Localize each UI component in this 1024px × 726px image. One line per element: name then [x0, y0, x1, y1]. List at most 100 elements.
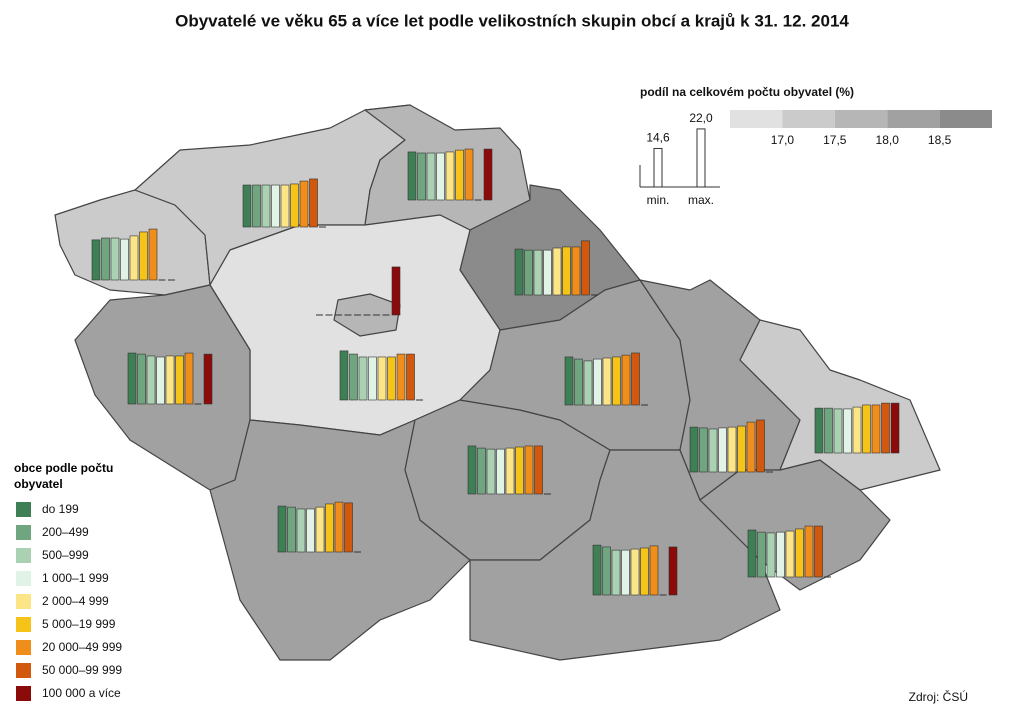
- bar: [708, 428, 718, 473]
- bar: [417, 152, 426, 201]
- bar: [602, 357, 612, 406]
- bar: [612, 356, 621, 406]
- bar: [747, 529, 757, 578]
- bar: [543, 249, 552, 296]
- scale-value-label: 14,6: [646, 131, 670, 145]
- bar: [746, 421, 756, 473]
- bar: [593, 358, 602, 406]
- share-legend-title: podíl na celkovém počtu obyvatel (%): [640, 85, 854, 99]
- bar: [505, 447, 515, 495]
- legend-label: 1 000–1 999: [42, 571, 109, 585]
- scale-label: max.: [688, 193, 714, 207]
- bar: [242, 184, 252, 228]
- bar: [862, 404, 871, 454]
- bar: [689, 426, 699, 473]
- bar: [795, 528, 804, 578]
- legend-swatch: [16, 686, 31, 701]
- bar: [445, 151, 455, 201]
- bar: [756, 419, 765, 473]
- bar: [630, 548, 640, 596]
- bar: [766, 532, 776, 578]
- bar: [496, 448, 505, 495]
- bar: [524, 249, 533, 296]
- legend-swatch: [16, 663, 31, 678]
- bar: [129, 235, 139, 281]
- bar: [583, 360, 593, 406]
- bar: [804, 525, 814, 578]
- bar: [271, 184, 280, 228]
- legend-swatch: [16, 502, 31, 517]
- bar: [552, 247, 562, 296]
- region: [739, 319, 941, 491]
- bar: [368, 356, 377, 401]
- share-swatch: [782, 110, 835, 128]
- bar: [146, 355, 156, 405]
- legend-swatch: [16, 640, 31, 655]
- scale-bar: [653, 147, 663, 188]
- share-swatch: [887, 110, 940, 128]
- bar: [426, 152, 436, 201]
- legend-swatch: [16, 571, 31, 586]
- legend-swatch: [16, 525, 31, 540]
- bar: [315, 506, 325, 553]
- bar: [120, 238, 129, 281]
- bar: [396, 353, 406, 401]
- share-tick-label: 17,0: [771, 133, 795, 147]
- bar: [91, 239, 101, 281]
- bar: [296, 508, 306, 553]
- legend-label: 20 000–49 999: [42, 640, 122, 654]
- legend-label: 5 000–19 999: [42, 617, 116, 631]
- legend-label: 100 000 a více: [42, 686, 121, 700]
- bar: [699, 427, 708, 473]
- share-swatch: [834, 110, 888, 128]
- bar: [344, 502, 353, 553]
- bar: [280, 184, 290, 228]
- bar: [881, 402, 890, 454]
- bar: [287, 506, 296, 553]
- bar: [377, 356, 387, 401]
- bar: [203, 353, 213, 405]
- bar: [824, 407, 833, 454]
- bar: [407, 151, 417, 201]
- bar: [833, 408, 843, 454]
- bar: [524, 445, 534, 495]
- bar: [358, 356, 368, 401]
- bar: [515, 446, 524, 495]
- legend-label: 500–999: [42, 548, 89, 562]
- bar: [464, 148, 474, 201]
- bar: [406, 353, 415, 401]
- legend-swatch: [16, 548, 31, 563]
- bar: [871, 404, 881, 454]
- bar: [339, 350, 349, 401]
- bar: [387, 356, 396, 401]
- bar: [814, 525, 823, 578]
- bar: [299, 180, 309, 228]
- bar: [514, 248, 524, 296]
- bar: [785, 530, 795, 578]
- bar: [776, 531, 785, 578]
- bar: [890, 402, 900, 454]
- bar: [175, 355, 184, 405]
- bar: [574, 358, 583, 406]
- bar: [852, 406, 862, 454]
- bar: [533, 249, 543, 296]
- bar: [737, 425, 746, 473]
- legend-label: 200–499: [42, 525, 89, 539]
- bar: [306, 508, 315, 553]
- bar: [649, 545, 659, 596]
- bar: [621, 549, 630, 596]
- scale-label: min.: [647, 193, 670, 207]
- bar: [640, 547, 649, 596]
- legend-label: do 199: [42, 502, 79, 516]
- bar: [325, 503, 334, 553]
- bar: [727, 426, 737, 473]
- share-tick-label: 17,5: [823, 133, 847, 147]
- legend-title: obce podle počtu obyvatel: [14, 461, 114, 491]
- scale-value-label: 22,0: [689, 111, 713, 125]
- bar: [252, 184, 261, 228]
- share-swatch: [730, 110, 783, 128]
- bar: [261, 184, 271, 228]
- bar: [843, 408, 852, 454]
- bar: [534, 445, 543, 495]
- bar: [391, 266, 401, 316]
